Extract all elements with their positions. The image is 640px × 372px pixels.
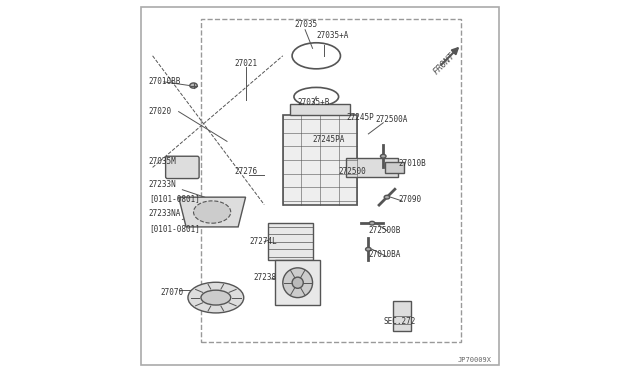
Ellipse shape xyxy=(292,277,303,288)
Text: 27020: 27020 xyxy=(149,107,172,116)
Text: 27035+A: 27035+A xyxy=(316,31,349,40)
Bar xyxy=(291,104,349,115)
Bar xyxy=(346,158,398,177)
Text: 27090: 27090 xyxy=(398,195,421,203)
Ellipse shape xyxy=(384,195,390,199)
Text: 27245P: 27245P xyxy=(346,113,374,122)
Ellipse shape xyxy=(380,154,386,158)
Text: 27233N: 27233N xyxy=(149,180,177,189)
Ellipse shape xyxy=(193,201,231,223)
Text: 27274L: 27274L xyxy=(250,237,277,246)
Text: 27021: 27021 xyxy=(234,59,257,68)
Bar xyxy=(385,162,404,173)
Ellipse shape xyxy=(190,83,197,88)
Text: 27035: 27035 xyxy=(294,20,317,29)
Text: 27035+B: 27035+B xyxy=(298,98,330,107)
Text: 27010BA: 27010BA xyxy=(369,250,401,259)
Ellipse shape xyxy=(283,268,312,298)
Text: 272500A: 272500A xyxy=(376,115,408,124)
Bar xyxy=(201,19,461,342)
Bar xyxy=(268,223,312,260)
Ellipse shape xyxy=(365,247,371,251)
Bar xyxy=(275,260,320,305)
Text: 27245PA: 27245PA xyxy=(312,135,345,144)
Text: [0101-0801]: [0101-0801] xyxy=(149,224,200,233)
FancyBboxPatch shape xyxy=(166,156,199,179)
Text: FRONT: FRONT xyxy=(431,51,457,76)
Ellipse shape xyxy=(369,221,375,225)
Ellipse shape xyxy=(188,282,244,313)
Polygon shape xyxy=(179,197,246,227)
Text: 27035M: 27035M xyxy=(149,157,177,166)
Text: 27233NA: 27233NA xyxy=(149,209,181,218)
Text: [0101-0801]: [0101-0801] xyxy=(149,195,200,203)
Text: 27010BB: 27010BB xyxy=(149,77,181,86)
Bar xyxy=(392,301,411,331)
Text: SEC.272: SEC.272 xyxy=(383,317,415,326)
Text: 27276: 27276 xyxy=(234,167,257,176)
Ellipse shape xyxy=(201,290,231,305)
Text: 27238: 27238 xyxy=(253,273,276,282)
Text: JP70009X: JP70009X xyxy=(457,357,491,363)
Text: 272500B: 272500B xyxy=(369,226,401,235)
Text: 272500: 272500 xyxy=(339,167,366,176)
Text: 27070: 27070 xyxy=(160,288,183,296)
Text: 27010B: 27010B xyxy=(398,159,426,168)
Bar xyxy=(283,115,357,205)
